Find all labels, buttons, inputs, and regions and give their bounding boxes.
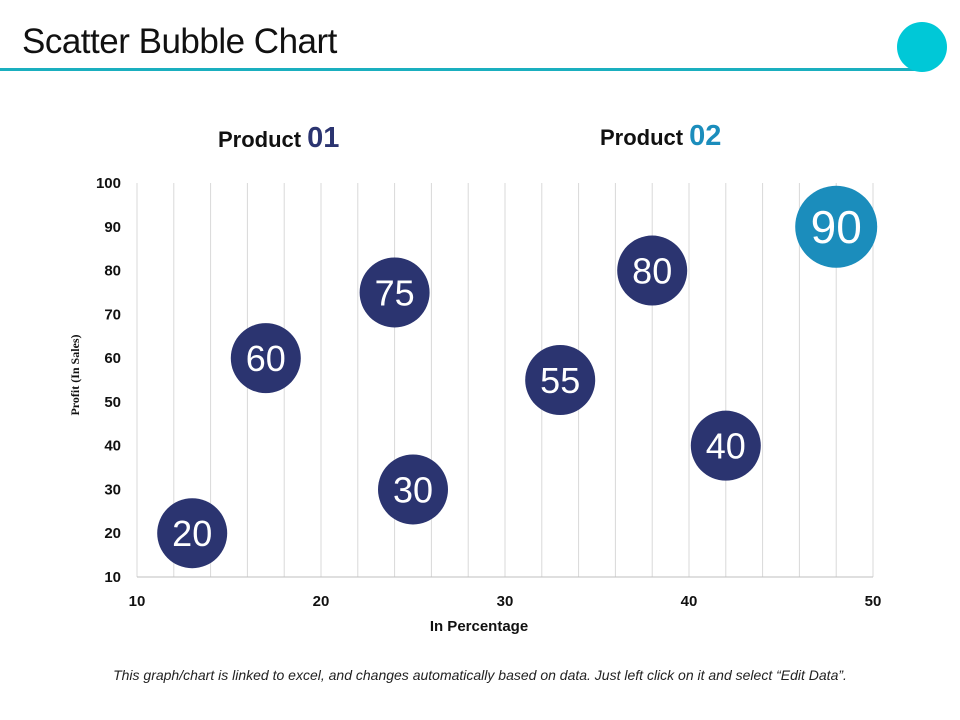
- legend-product-01: Product 01: [218, 124, 339, 153]
- bubble-label: 30: [393, 469, 433, 510]
- x-axis-title: In Percentage: [430, 618, 528, 635]
- title-underline: [0, 68, 920, 71]
- x-tick-label: 30: [497, 593, 514, 610]
- bubble: [378, 454, 448, 525]
- bubble: [525, 345, 596, 415]
- bubble-label: 75: [375, 272, 415, 313]
- bubble-label: 60: [246, 338, 286, 379]
- chart-footnote: This graph/chart is linked to excel, and…: [113, 667, 847, 683]
- x-tick-label: 50: [865, 593, 882, 610]
- accent-circle: [897, 22, 947, 72]
- bubble: [359, 257, 430, 328]
- y-tick-label: 10: [104, 569, 121, 586]
- x-tick-label: 10: [129, 593, 146, 610]
- legend-product-02-number: 02: [689, 120, 722, 152]
- bubble-label: 80: [632, 251, 672, 292]
- y-tick-label: 60: [104, 350, 121, 367]
- bubble-label: 55: [540, 360, 580, 401]
- bubble: [230, 323, 301, 394]
- y-tick-label: 80: [104, 263, 121, 280]
- bubble: [157, 498, 228, 569]
- y-tick-label: 20: [104, 525, 121, 542]
- bubble-label: 40: [706, 426, 746, 467]
- y-tick-label: 90: [104, 219, 121, 236]
- bubble: [690, 410, 761, 481]
- y-tick-label: 40: [104, 438, 121, 455]
- y-tick-label: 100: [96, 175, 121, 192]
- legend-product-01-number: 01: [307, 122, 340, 154]
- x-tick-label: 20: [313, 593, 330, 610]
- y-tick-label: 30: [104, 481, 121, 498]
- y-axis-title: Profit (In Sales): [68, 334, 82, 415]
- legend-product-01-label: Product: [218, 127, 302, 152]
- legend-product-02-label: Product: [600, 125, 684, 150]
- bubble-label: 20: [172, 513, 212, 554]
- slide-title: Scatter Bubble Chart: [22, 22, 337, 61]
- bubble-label: 90: [811, 201, 862, 253]
- bubble: [795, 185, 878, 268]
- y-tick-label: 70: [104, 306, 121, 323]
- y-tick-label: 50: [104, 394, 121, 411]
- x-tick-label: 40: [681, 593, 698, 610]
- legend-product-02: Product 02: [600, 122, 721, 151]
- bubble: [617, 235, 688, 306]
